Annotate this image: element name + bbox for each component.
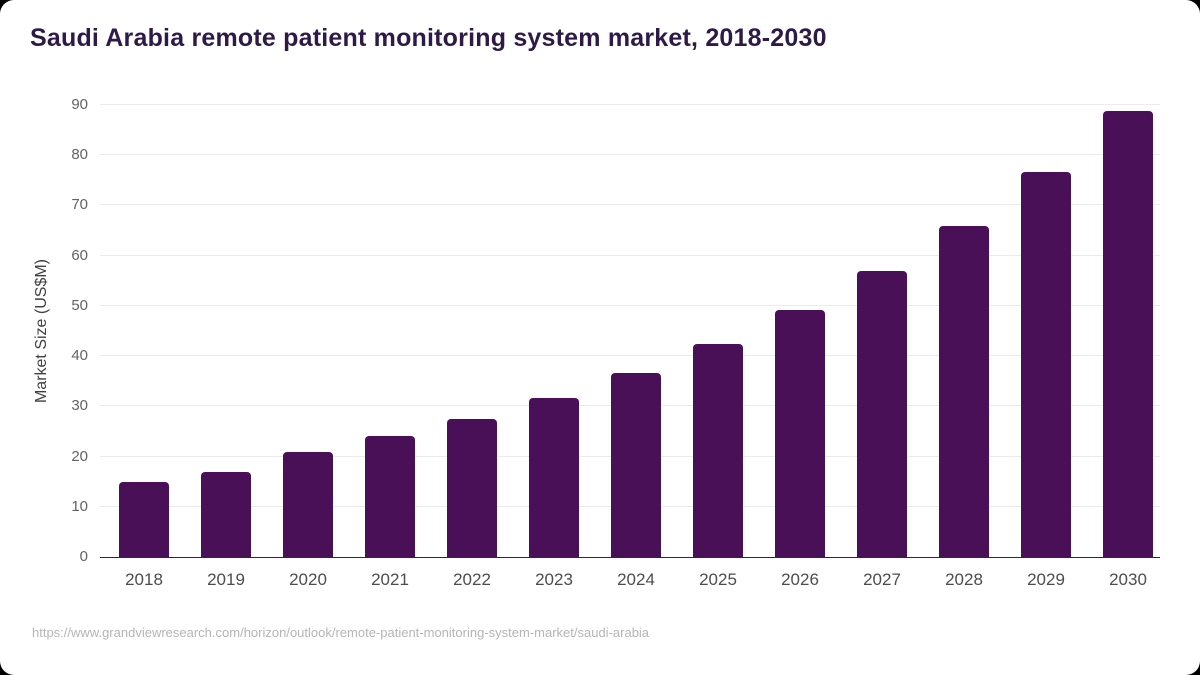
bar-2024 (611, 372, 661, 557)
bar-2026 (775, 309, 825, 557)
bar-2021 (365, 436, 415, 557)
bar-2025 (693, 343, 743, 557)
x-tick-label: 2026 (781, 570, 819, 589)
x-axis-line (100, 557, 1160, 558)
x-tick-label: 2022 (453, 570, 491, 589)
bar-2028 (939, 225, 989, 557)
bar-2018 (119, 481, 169, 557)
x-tick-label: 2020 (289, 570, 327, 589)
x-tick-label: 2025 (699, 570, 737, 589)
gridline (100, 254, 1160, 256)
gridline (100, 154, 1160, 156)
y-tick-label: 90 (71, 96, 88, 113)
bar-2023 (529, 397, 579, 557)
x-tick-label: 2030 (1109, 570, 1147, 589)
bar-2019 (201, 471, 251, 557)
y-tick-label: 40 (71, 347, 88, 365)
gridline (100, 104, 1160, 105)
y-tick-label: 10 (71, 497, 88, 515)
y-tick-label: 0 (79, 548, 88, 565)
bar-2022 (447, 418, 497, 557)
source-url: https://www.grandviewresearch.com/horizo… (32, 625, 650, 640)
x-tick-label: 2029 (1027, 570, 1065, 589)
gridline (100, 355, 1160, 357)
chart-title: Saudi Arabia remote patient monitoring s… (30, 24, 827, 52)
y-tick-label: 70 (71, 196, 88, 214)
x-tick-label: 2018 (125, 570, 163, 589)
bar-2020 (283, 451, 333, 557)
x-tick-label: 2021 (371, 570, 409, 589)
y-tick-label: 20 (71, 447, 88, 465)
gridline (100, 304, 1160, 306)
bar-2027 (857, 270, 907, 557)
y-tick-label: 50 (71, 296, 88, 314)
x-tick-label: 2028 (945, 570, 983, 589)
bar-2030 (1103, 111, 1153, 557)
x-tick-label: 2019 (207, 570, 245, 589)
x-tick-label: 2027 (863, 570, 901, 589)
x-tick-label: 2024 (617, 570, 655, 589)
gridline (100, 204, 1160, 206)
x-axis-tick-labels: 2018 2019 2020 2021 2022 2023 2024 2025 2026 2027… (100, 570, 1160, 594)
plot-area (100, 104, 1160, 558)
x-tick-label: 2023 (535, 570, 573, 589)
y-tick-label: 60 (71, 246, 88, 264)
y-axis-tick-labels: 0 10 20 30 40 50 60 70 80 90 (0, 96, 88, 565)
bar-2029 (1021, 171, 1071, 557)
y-tick-label: 30 (71, 397, 88, 415)
y-tick-label: 80 (71, 146, 88, 164)
